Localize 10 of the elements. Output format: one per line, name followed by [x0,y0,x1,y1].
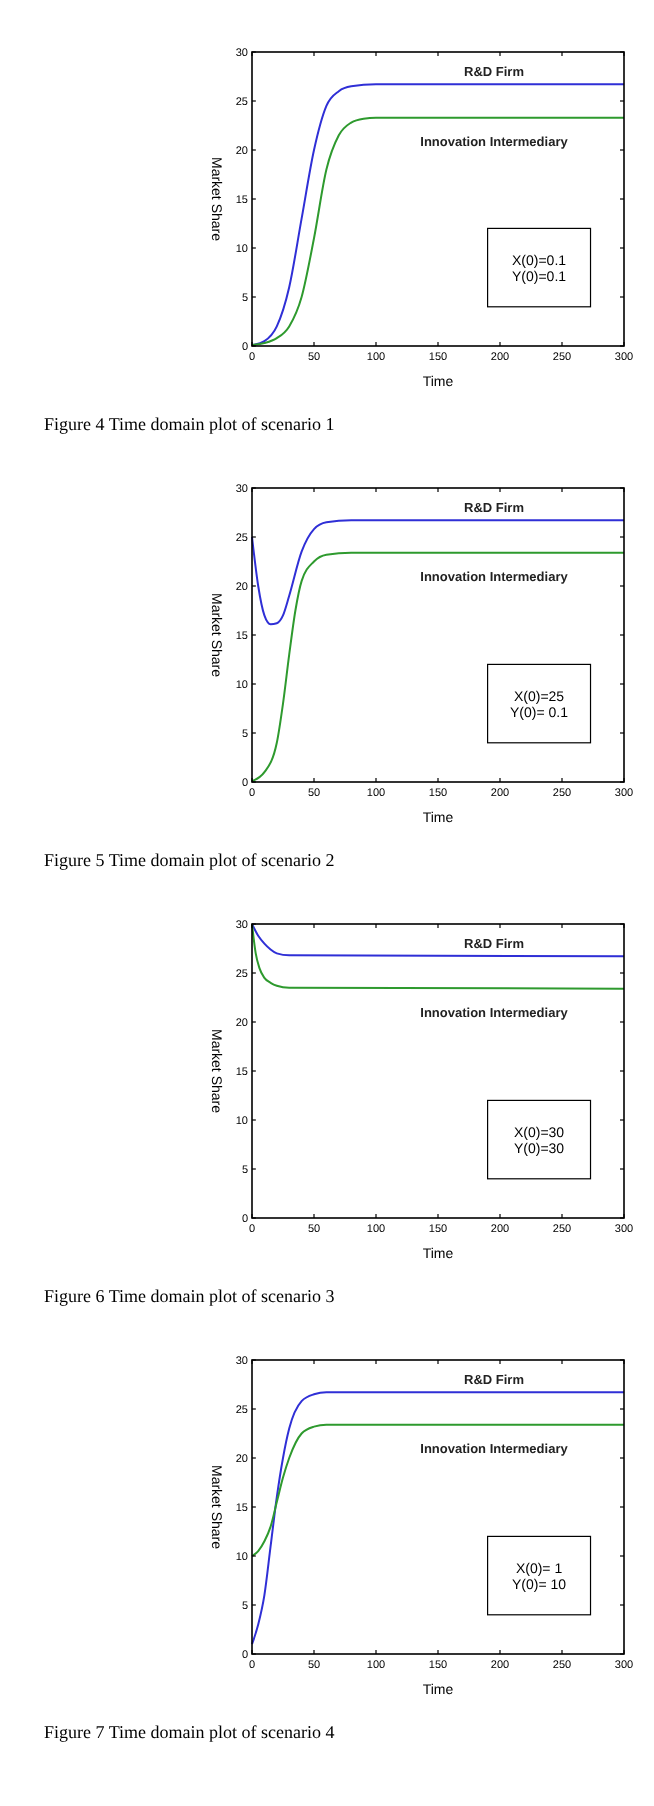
line-series [251,923,625,990]
text: Figure 6 Time domain plot of scenario 3 [44,1286,336,1306]
text: Figure 4 Time domain plot of scenario 1 [44,414,335,434]
text: Figure 5 Time domain plot of scenario 2 [44,850,335,870]
line-series [251,1423,625,1557]
line-series [251,923,625,958]
text: Figure 7 Time domain plot of scenario 4 [44,1722,336,1742]
line-series [251,551,625,783]
line-series [251,519,625,626]
line-series [251,1391,625,1646]
